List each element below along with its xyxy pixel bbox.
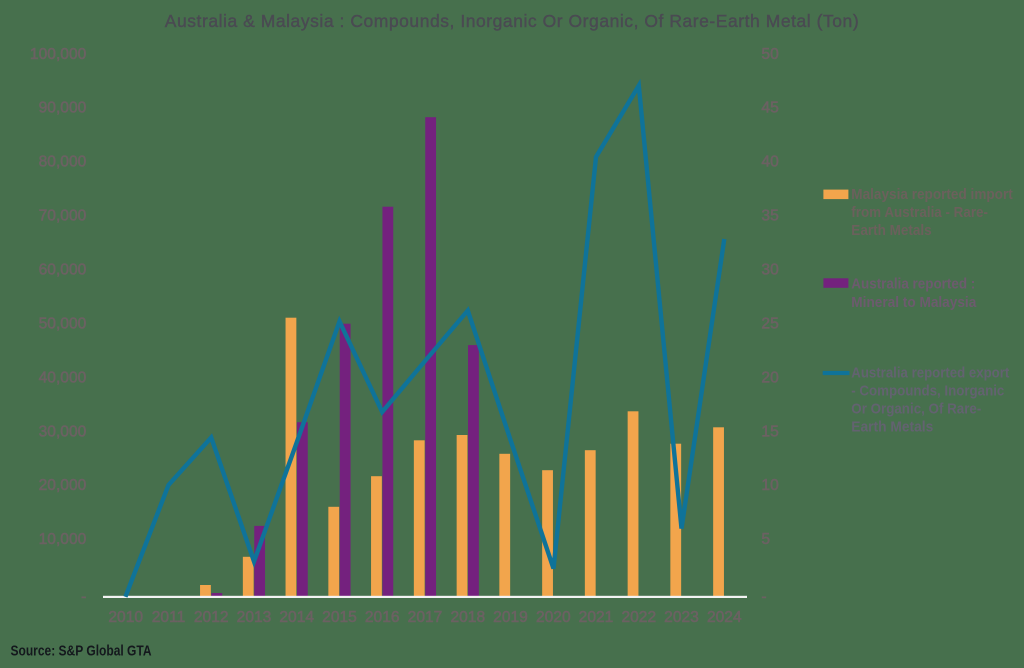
svg-text:30: 30: [761, 262, 779, 279]
svg-text:50: 50: [761, 46, 779, 63]
svg-text:80,000: 80,000: [39, 154, 87, 171]
svg-text:10,000: 10,000: [39, 531, 87, 548]
svg-text:Earth Metals: Earth Metals: [851, 420, 933, 436]
svg-text:-: -: [81, 588, 86, 605]
svg-text:- Compounds, Inorganic: - Compounds, Inorganic: [851, 383, 1004, 399]
svg-text:2011: 2011: [152, 609, 186, 626]
svg-text:2019: 2019: [493, 609, 528, 626]
svg-text:2021: 2021: [579, 609, 614, 626]
svg-text:Australia reported export: Australia reported export: [851, 365, 1009, 381]
svg-text:Mineral to Malaysia: Mineral to Malaysia: [851, 295, 977, 311]
svg-text:15: 15: [761, 423, 779, 440]
svg-text:Malaysia reported import: Malaysia reported import: [851, 187, 1013, 203]
svg-text:25: 25: [761, 316, 779, 333]
svg-text:Australia reported :: Australia reported :: [851, 277, 975, 293]
svg-text:2013: 2013: [237, 609, 272, 626]
svg-text:30,000: 30,000: [39, 423, 87, 440]
svg-text:Or Organic, Of Rare-: Or Organic, Of Rare-: [851, 402, 981, 418]
svg-text:20,000: 20,000: [39, 477, 87, 494]
svg-text:2012: 2012: [194, 609, 229, 626]
svg-text:Source: S&P Global GTA: Source: S&P Global GTA: [11, 643, 152, 660]
svg-text:90,000: 90,000: [39, 100, 87, 117]
svg-text:2017: 2017: [408, 609, 443, 626]
svg-text:45: 45: [761, 100, 779, 117]
svg-text:2014: 2014: [279, 609, 314, 626]
svg-text:from Australia - Rare-: from Australia - Rare-: [851, 205, 988, 221]
svg-text:10: 10: [761, 477, 779, 494]
svg-text:100,000: 100,000: [30, 46, 87, 63]
svg-text:2023: 2023: [664, 609, 699, 626]
svg-text:40,000: 40,000: [39, 369, 87, 386]
svg-text:-: -: [761, 588, 766, 605]
svg-text:2024: 2024: [707, 609, 742, 626]
svg-text:40: 40: [761, 154, 779, 171]
svg-text:2020: 2020: [536, 609, 571, 626]
svg-text:Australia & Malaysia : Compoun: Australia & Malaysia : Compounds, Inorga…: [165, 11, 859, 31]
svg-text:5: 5: [761, 531, 770, 548]
svg-text:2015: 2015: [322, 609, 357, 626]
svg-text:70,000: 70,000: [39, 208, 87, 225]
svg-text:Earth Metals: Earth Metals: [851, 223, 931, 239]
svg-text:35: 35: [761, 208, 779, 225]
svg-text:60,000: 60,000: [39, 262, 87, 279]
svg-text:2018: 2018: [450, 609, 485, 626]
svg-text:2010: 2010: [108, 609, 143, 626]
svg-text:2022: 2022: [621, 609, 656, 626]
svg-text:50,000: 50,000: [39, 316, 87, 333]
svg-text:2016: 2016: [365, 609, 400, 626]
svg-text:20: 20: [761, 369, 779, 386]
